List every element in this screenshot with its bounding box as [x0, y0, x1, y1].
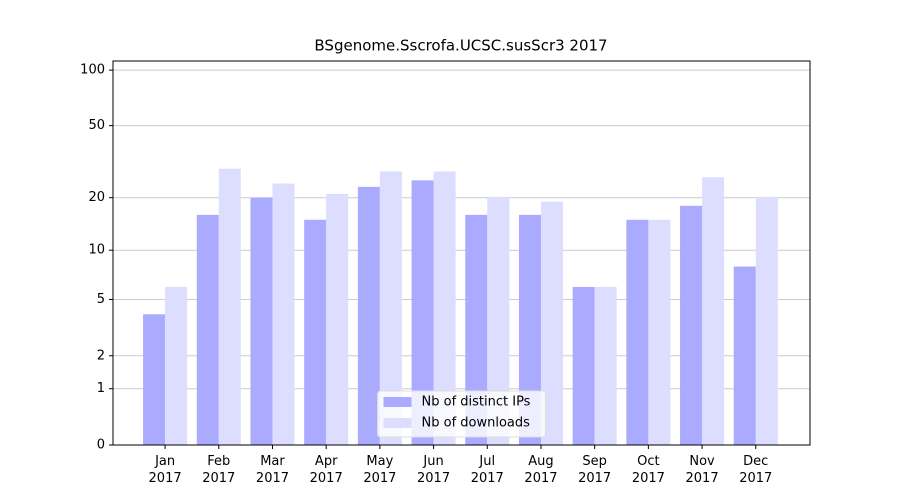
x-tick-label: Mar 2017: [256, 454, 289, 486]
bar: [411, 180, 434, 445]
bar: [465, 214, 488, 445]
legend-swatch: [383, 418, 412, 428]
y-tick-label: 5: [97, 292, 105, 307]
x-tick-label: Feb 2017: [202, 454, 235, 486]
x-tick-label: Sep 2017: [578, 454, 611, 486]
y-tick-label: 20: [88, 190, 105, 205]
legend: Nb of distinct IPs Nb of downloads: [377, 390, 546, 438]
x-tick-label: May 2017: [363, 454, 396, 486]
x-tick-label: Jun 2017: [417, 454, 450, 486]
x-tick-label: Jan 2017: [149, 454, 182, 486]
bar: [626, 219, 649, 445]
bar: [733, 266, 756, 445]
plot-frame: [112, 60, 811, 446]
y-tick-label: 2: [97, 348, 105, 363]
y-tick-label: 0: [97, 438, 105, 453]
x-tick-label: Aug 2017: [524, 454, 557, 486]
bar: [572, 286, 595, 445]
bar: [755, 197, 778, 445]
bar: [250, 197, 273, 445]
bar: [304, 219, 327, 445]
legend-box: [377, 390, 546, 438]
legend-label: Nb of distinct IPs: [422, 395, 531, 410]
y-tick-label: 10: [88, 243, 105, 258]
bar: [218, 168, 241, 445]
legend-label: Nb of downloads: [422, 416, 531, 431]
y-tick-label: 50: [88, 118, 105, 133]
y-tick-label: 100: [80, 63, 105, 78]
legend-swatch: [383, 397, 412, 407]
bar: [357, 186, 380, 445]
x-tick-label: Nov 2017: [686, 454, 719, 486]
bar: [379, 171, 402, 445]
bar: [272, 183, 295, 445]
x-tick-label: Oct 2017: [632, 454, 665, 486]
bar: [518, 214, 541, 445]
y-tick-label: 1: [97, 381, 105, 396]
bar: [594, 286, 617, 445]
bar: [326, 193, 349, 445]
bar: [680, 205, 703, 445]
bar: [433, 171, 456, 445]
bar: [487, 197, 510, 445]
bar: [165, 286, 188, 445]
bar: [702, 177, 725, 446]
x-tick-label: Apr 2017: [310, 454, 343, 486]
x-tick-label: Dec 2017: [739, 454, 772, 486]
bar: [196, 214, 219, 445]
bar: [648, 219, 671, 445]
bar: [540, 201, 563, 445]
chart-title: BSgenome.Sscrofa.UCSC.susScr3 2017: [314, 37, 607, 55]
x-tick-label: Jul 2017: [471, 454, 504, 486]
bar: [143, 314, 166, 445]
